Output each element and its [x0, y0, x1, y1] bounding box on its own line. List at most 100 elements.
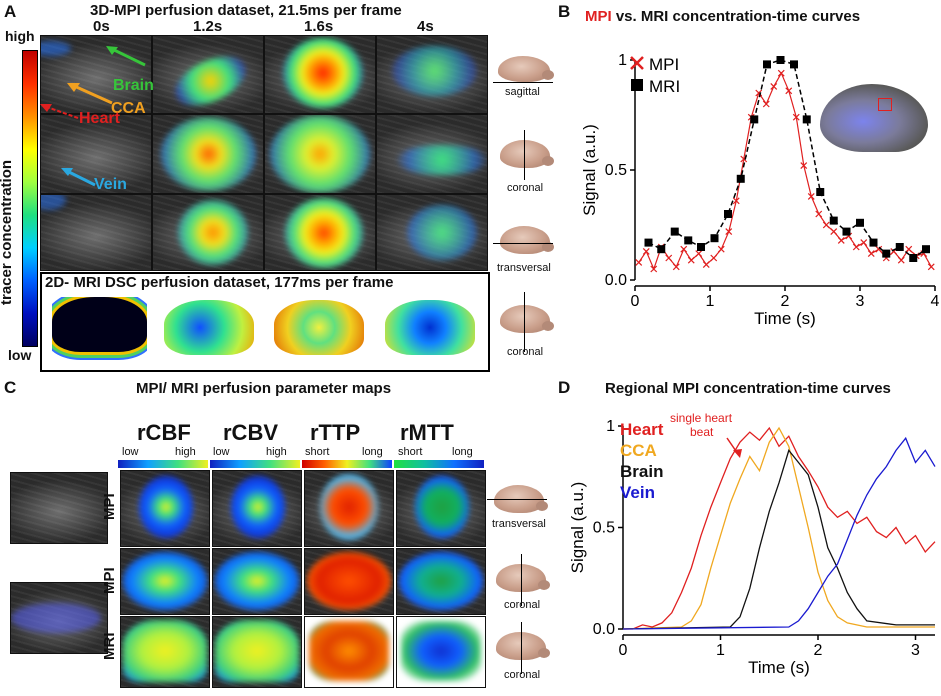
mpi-point	[710, 254, 718, 262]
mpi-tile-transversal-1-6s	[264, 194, 376, 271]
rttp-scale-short: short	[305, 446, 330, 458]
mri-point	[816, 188, 825, 196]
mpi-point	[905, 245, 913, 253]
legend-mri-marker	[631, 79, 643, 91]
mpi-point	[702, 261, 710, 269]
mpi-point	[837, 236, 845, 244]
mpi-point	[897, 256, 905, 264]
mpi-point	[672, 263, 680, 271]
mpi-point	[717, 245, 725, 253]
panel-c-letter: C	[4, 378, 17, 397]
mpi-point	[822, 221, 830, 229]
regional-curves-chart: 0 1 2 3 0.0 0.5 1 Time (s) Signal (a.u.) Heart CCA…	[568, 411, 936, 677]
legend-mri-label: MRI	[649, 77, 680, 96]
mri-point	[697, 243, 705, 251]
mri-point	[790, 60, 798, 69]
panel-b-title-rest: vs. MRI concentration-time curves	[611, 8, 861, 25]
mri-point	[750, 115, 759, 124]
x-tick-label: 0	[631, 293, 640, 310]
y-tick-label: 0.0	[605, 272, 627, 289]
mri-point	[644, 238, 653, 247]
y-tick-label: 0.5	[605, 162, 627, 179]
mri-point	[684, 236, 693, 245]
mpi-point	[875, 245, 883, 253]
mpi-tile-sagittal-0s	[40, 35, 152, 114]
c-transversal-plane-line	[487, 499, 547, 500]
time-label-2: 1.6s	[304, 18, 334, 35]
panel-d-letter: D	[558, 378, 571, 397]
mri-point	[829, 216, 838, 225]
map-head-rcbv: rCBV	[223, 420, 279, 445]
c-plane-label-coronal-1: coronal	[504, 599, 541, 611]
map-mpi-transversal-rttp	[304, 470, 394, 547]
mpi-point	[755, 89, 763, 97]
mri-point	[895, 243, 904, 251]
single-heart-beat-label-line2: beat	[690, 425, 714, 439]
cca-arrow	[71, 83, 113, 105]
map-mri-coronal-rmtt	[396, 616, 486, 688]
x-axis-label: Time (s)	[748, 658, 810, 677]
x-tick-label: 4	[931, 293, 940, 310]
map-mpi-transversal-rcbv	[212, 470, 302, 547]
map-mpi-transversal-rcbf	[120, 470, 210, 547]
y-tick-label: 1	[618, 52, 627, 69]
rmtt-scale-long: long	[452, 446, 473, 458]
mpi-point	[777, 69, 785, 77]
c-coronal-plane-line-2	[521, 622, 522, 674]
dsc-coronal-brain-icon	[500, 305, 554, 333]
mpi-point	[665, 254, 673, 262]
map-mpi-transversal-rmtt	[396, 470, 486, 547]
mpi-point	[927, 263, 935, 271]
mri-point	[763, 60, 771, 69]
cca-label: CCA	[111, 100, 146, 117]
map-head-rttp: rTTP	[310, 420, 361, 445]
mpi-tile-transversal-4s	[376, 194, 488, 271]
vein-arrow-head	[61, 168, 73, 176]
x-tick-label: 2	[781, 293, 790, 310]
mpi-point	[807, 192, 815, 200]
mri-point	[736, 174, 745, 183]
rttp-colorbar	[302, 460, 392, 468]
map-mpi-coronal-rcbf	[120, 548, 210, 615]
rcbf-scale-high: high	[175, 446, 196, 458]
sagittal-brain-icon	[498, 56, 554, 82]
mri-point	[802, 115, 811, 124]
mri-point	[856, 218, 864, 227]
mpi-point	[650, 265, 658, 273]
legend-label-heart: Heart	[620, 420, 664, 439]
time-label-3: 4s	[417, 18, 434, 35]
roi-box	[878, 98, 892, 111]
series-line-heart	[623, 426, 936, 630]
mri-point	[869, 238, 878, 247]
tracer-colorbar	[22, 50, 38, 347]
roi-inset-image	[820, 84, 928, 152]
time-label-0: 0s	[93, 18, 110, 35]
mpi-point	[785, 87, 793, 95]
map-head-rcbf: rCBF	[137, 420, 191, 445]
y-axis-label: Signal (a.u.)	[568, 482, 587, 574]
map-mpi-coronal-rcbv	[212, 548, 302, 615]
panel-a-title: 3D-MPI perfusion dataset, 21.5ms per fra…	[90, 2, 402, 19]
legend-label-cca: CCA	[620, 441, 657, 460]
plane-label-sagittal: sagittal	[505, 86, 540, 98]
y-tick-label: 1	[606, 418, 615, 435]
mri-point	[922, 245, 930, 254]
mri-series-line	[648, 59, 927, 259]
mpi-vs-mri-chart: 0 1 2 3 4 0.0 0.5 1 Time (s) Signal (a.u.) MPI MRI	[580, 52, 940, 328]
brain-label: Brain	[113, 77, 154, 94]
mpi-point	[687, 256, 695, 264]
c-coronal-plane-line-1	[521, 554, 522, 606]
mri-point	[776, 56, 785, 64]
row-label-mri: MRI	[101, 632, 118, 661]
mpi-point	[762, 100, 770, 108]
mpi-point	[830, 228, 838, 236]
map-mpi-coronal-rttp	[304, 548, 394, 615]
brain-arrow	[109, 46, 146, 67]
rmtt-colorbar	[394, 460, 484, 468]
mri-point	[909, 254, 918, 262]
rcbv-scale-high: high	[266, 446, 287, 458]
mri-point	[710, 234, 719, 243]
mri-point	[670, 227, 679, 236]
x-axis-label: Time (s)	[754, 309, 816, 328]
plane-label-dsc-coronal: coronal	[507, 346, 544, 358]
